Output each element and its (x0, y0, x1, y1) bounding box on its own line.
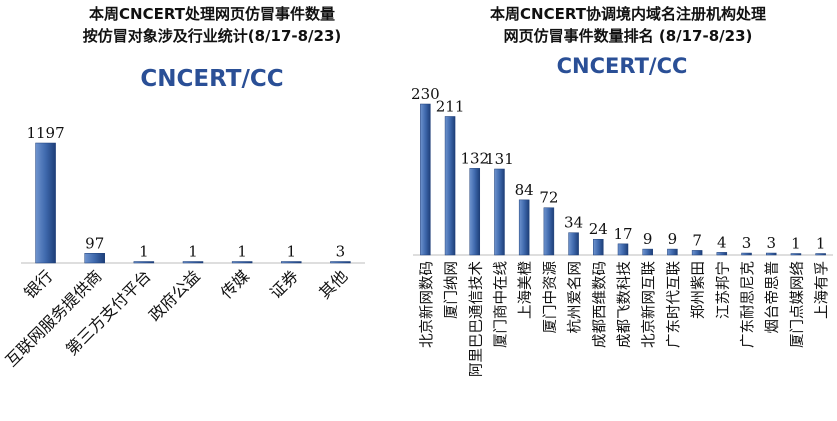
chart2-value-label: 24 (589, 220, 608, 238)
chart2-category-label: 广东时代互联 (665, 261, 682, 348)
chart2-category-label: 上海有孚 (814, 261, 831, 319)
chart2-registrar-ranking: 230北京新网数码211厦门纳网132阿里巴巴通信技术131厦门商中在线84上海… (411, 85, 833, 377)
chart2-bar (420, 103, 431, 256)
chart2-value-label: 131 (485, 150, 514, 168)
chart1-category-label: 传媒 (217, 266, 253, 302)
chart2-value-label: 7 (692, 231, 702, 249)
chart2-value-label: 17 (613, 225, 632, 243)
chart2-category-label: 成都飞数科技 (616, 261, 633, 348)
logo-text: CNCERT/CC (557, 54, 688, 78)
chart2-category-label: 江苏邦宁 (715, 261, 732, 319)
chart2-value-label: 34 (564, 214, 583, 232)
chart2-value-label: 72 (539, 189, 558, 207)
chart2-bar (444, 116, 456, 256)
chart2-bar (642, 248, 653, 256)
chart2-bar (765, 252, 777, 256)
chart2-value-label: 1 (791, 235, 801, 253)
cncert-logo-left: CNCERT/CC (140, 66, 283, 92)
chart2-bar (691, 250, 703, 256)
chart2-category-label: 厦门纳网 (443, 261, 460, 319)
chart2-bar (716, 252, 728, 256)
chart2-bar (741, 252, 752, 256)
chart1-bar (133, 261, 155, 264)
chart1-category-label: 政府公益 (145, 266, 204, 325)
chart2-category-label: 郑州紫田 (690, 261, 707, 319)
chart1-category-label: 银行 (20, 266, 56, 302)
chart2-bar (518, 199, 530, 256)
chart1-bar (84, 253, 105, 264)
chart2-bar (790, 253, 802, 256)
cncert-logo-right: CNCERT/CC (557, 54, 688, 78)
chart1-title-line1: 本周CNCERT处理网页仿冒事件数量 (89, 5, 335, 23)
chart2-value-label: 84 (515, 181, 534, 199)
chart2-bar (667, 248, 678, 256)
chart2-category-label: 厦门中资源 (542, 261, 559, 334)
chart2-bar (494, 168, 505, 256)
chart2-category-label: 烟台帝思普 (764, 261, 781, 334)
chart1-bar (330, 261, 351, 264)
chart1-value-label: 97 (85, 234, 104, 252)
chart2-value-label: 9 (643, 230, 653, 248)
chart2-title-line2: 网页仿冒事件数量排名 (8/17-8/23) (504, 27, 753, 45)
chart2-category-label: 广东耐思尼克 (740, 261, 757, 348)
chart1-category-label: 证券 (266, 266, 302, 302)
chart1-title-line2: 按仿冒对象涉及行业统计(8/17-8/23) (83, 27, 342, 45)
chart2-bar (593, 238, 604, 256)
chart2-bar (568, 232, 579, 256)
chart2-bar (617, 243, 629, 256)
chart2-category-label: 厦门商中在线 (492, 261, 509, 348)
chart1-value-label: 1 (237, 243, 247, 261)
chart1-value-label: 3 (336, 243, 346, 261)
chart2-value-label: 4 (717, 233, 727, 251)
chart2-value-label: 1 (816, 235, 826, 253)
chart2-category-label: 阿里巴巴通信技术 (468, 261, 485, 377)
chart2-bar (543, 207, 555, 256)
chart2-bar (815, 253, 826, 256)
chart1-value-label: 1197 (26, 124, 64, 142)
chart1-value-label: 1 (188, 243, 198, 261)
chart1-bar (281, 261, 302, 264)
chart2-bar (469, 168, 481, 256)
chart2-value-label: 132 (460, 149, 489, 167)
logo-text: CNCERT/CC (140, 66, 283, 92)
chart1-bar (35, 142, 56, 264)
chart1-value-label: 1 (287, 243, 297, 261)
chart2-value-label: 3 (766, 234, 776, 252)
chart1-category-label: 其他 (315, 266, 351, 302)
chart1-bar (231, 261, 253, 264)
chart2-value-label: 230 (411, 85, 440, 103)
chart1-category-label: 第三方支付平台 (62, 266, 155, 359)
chart1-bar (182, 261, 204, 264)
chart2-value-label: 9 (668, 230, 678, 248)
chart2-category-label: 杭州爱名网 (567, 261, 584, 334)
chart1-value-label: 1 (139, 243, 149, 261)
chart2-category-label: 北京新网数码 (418, 261, 435, 348)
chart2-value-label: 211 (436, 97, 465, 115)
chart2-title-line1: 本周CNCERT协调境内域名注册机构处理 (490, 5, 766, 23)
chart2-category-label: 成都西维数码 (591, 261, 608, 348)
chart2-category-label: 上海美橙 (517, 261, 534, 319)
chart2-category-label: 厦门点媒网络 (789, 261, 806, 348)
chart2-value-label: 3 (742, 234, 752, 252)
chart2-category-label: 北京新网互联 (641, 261, 658, 348)
